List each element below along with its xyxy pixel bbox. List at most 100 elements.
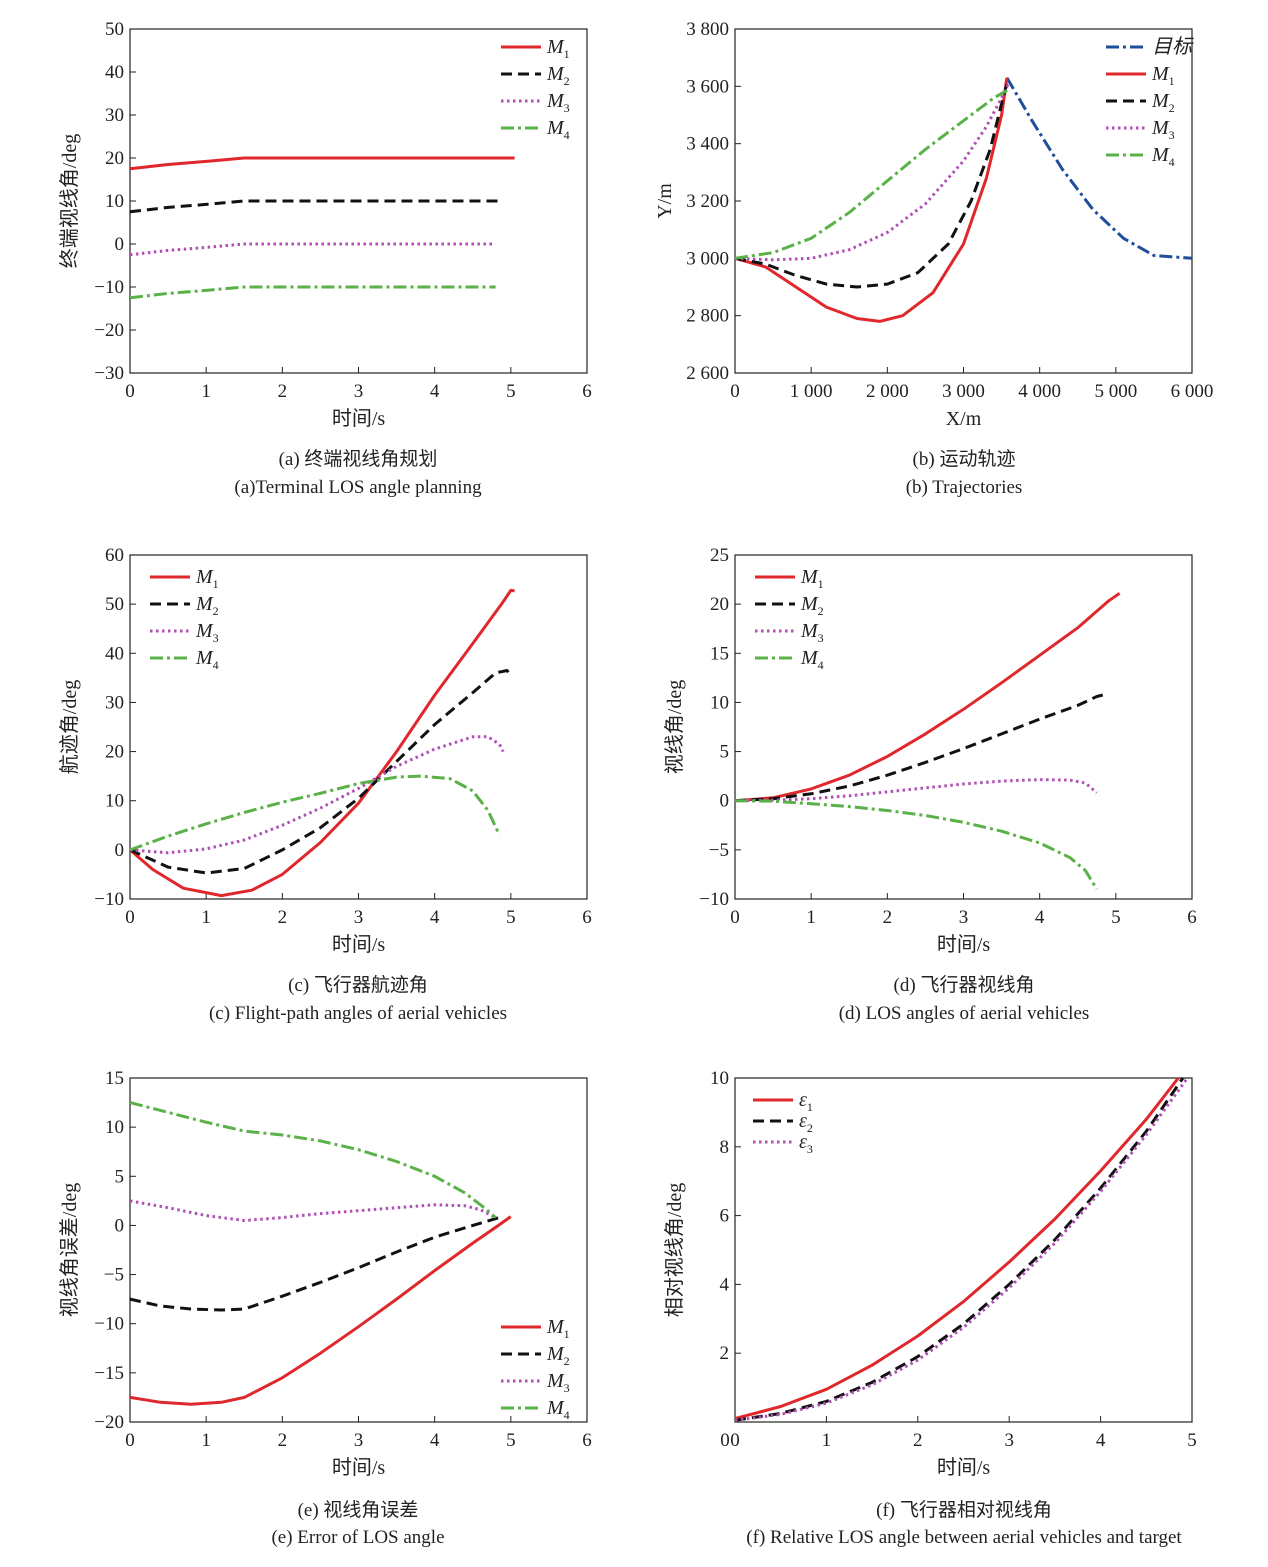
x-tick-label: 3 bbox=[354, 381, 364, 402]
x-tick-label: 3 bbox=[1004, 1430, 1014, 1451]
series-line-2 bbox=[129, 199, 504, 214]
y-tick-label: −15 bbox=[94, 1363, 124, 1384]
y-tick-label: 20 bbox=[105, 148, 124, 169]
legend-label-3: M3 bbox=[546, 1370, 570, 1395]
x-tick-label: 4 bbox=[430, 907, 440, 928]
legend-label-4: M4 bbox=[800, 647, 824, 672]
legend-label-3: M2 bbox=[1151, 90, 1175, 115]
y-axis-label: 视线角误差/deg bbox=[58, 1183, 81, 1317]
series-line-4 bbox=[129, 774, 501, 852]
legend-label-1: 目标 bbox=[1152, 36, 1194, 58]
y-tick-label: 8 bbox=[720, 1137, 730, 1158]
y-tick-label: 2 bbox=[720, 1343, 730, 1364]
x-tick-label: 3 bbox=[354, 907, 364, 928]
legend-label-3: M3 bbox=[195, 620, 219, 645]
x-tick-label: 0 bbox=[125, 1430, 135, 1451]
x-tick-label: 4 bbox=[1035, 907, 1045, 928]
caption-f-en: (f) Relative LOS angle between aerial ve… bbox=[746, 1527, 1182, 1548]
legend-label-2: M1 bbox=[1151, 63, 1175, 88]
x-tick-label: 2 000 bbox=[866, 381, 909, 402]
x-tick-label: 4 bbox=[1096, 1430, 1106, 1451]
legend-label-1: M1 bbox=[546, 36, 570, 61]
x-axis-label: 时间/s bbox=[332, 933, 386, 956]
x-tick-label: 3 bbox=[959, 907, 969, 928]
y-tick-label: 15 bbox=[105, 1068, 124, 1089]
legend-label-2: ε2 bbox=[799, 1110, 813, 1135]
x-axis-label: 时间/s bbox=[937, 933, 991, 956]
y-tick-label: 40 bbox=[105, 643, 124, 664]
legend-label-1: M1 bbox=[800, 566, 824, 591]
x-tick-label: 1 bbox=[822, 1430, 832, 1451]
y-tick-label: 3 400 bbox=[686, 134, 729, 155]
caption-f-cn: (f) 飞行器相对视线角 bbox=[876, 1500, 1052, 1521]
y-tick-label: 20 bbox=[105, 742, 124, 763]
y-tick-label: 10 bbox=[710, 692, 729, 713]
series-line-3 bbox=[129, 1199, 497, 1222]
y-tick-label: −5 bbox=[709, 840, 729, 861]
x-tick-label: 2 bbox=[278, 381, 288, 402]
y-tick-label: 60 bbox=[105, 545, 124, 566]
y-tick-label: −10 bbox=[94, 889, 124, 910]
y-tick-label: 5 bbox=[115, 1166, 125, 1187]
series-line-2 bbox=[129, 1216, 500, 1312]
series-line-3 bbox=[129, 735, 505, 855]
chart-panel-e: 0 1 2 3 4 5 6−20−15−10−5051015时间/s视线角误差/degM1M… bbox=[58, 1068, 592, 1479]
x-tick-label: 0 bbox=[730, 1430, 740, 1451]
series-line-2 bbox=[734, 693, 1105, 803]
y-tick-label: −20 bbox=[94, 1412, 124, 1433]
x-tick-label: 5 bbox=[1111, 907, 1121, 928]
legend-label-3: M3 bbox=[546, 90, 570, 115]
legend-label-1: M1 bbox=[195, 566, 219, 591]
legend-label-4: M3 bbox=[1151, 117, 1175, 142]
plot-frame bbox=[734, 1077, 1193, 1423]
legend-label-4: M4 bbox=[195, 647, 219, 672]
series-line-2 bbox=[734, 1077, 1185, 1422]
x-tick-label: 1 bbox=[201, 381, 211, 402]
x-tick-label: 5 000 bbox=[1094, 381, 1137, 402]
x-tick-label: 2 bbox=[913, 1430, 923, 1451]
x-tick-label: 1 bbox=[806, 907, 816, 928]
x-tick-label: 4 bbox=[430, 1430, 440, 1451]
series-line-5 bbox=[734, 87, 1010, 260]
caption-b-cn: (b) 运动轨迹 bbox=[912, 449, 1016, 470]
chart-panel-d: 0 1 2 3 4 5 6 −10 −5 0 5 10 15 20 25 时间/s 视线角/deg M1M2M3M… bbox=[663, 545, 1197, 956]
y-axis-label: 视线角/deg bbox=[663, 680, 686, 774]
y-axis-label: Y/m bbox=[654, 183, 676, 219]
x-tick-label: 0 bbox=[125, 907, 135, 928]
x-axis-label: 时间/s bbox=[937, 1456, 991, 1479]
series-line-1 bbox=[129, 588, 515, 898]
y-tick-label: 50 bbox=[105, 594, 124, 615]
caption-c-en: (c) Flight-path angles of aerial vehicle… bbox=[208, 1003, 508, 1024]
caption-e-en: (e) Error of LOS angle bbox=[271, 1527, 445, 1548]
x-tick-label: 0 bbox=[125, 381, 135, 402]
x-tick-label: 0 bbox=[730, 381, 740, 402]
x-axis-label: X/m bbox=[946, 408, 982, 430]
legend-label-1: M1 bbox=[546, 1316, 570, 1341]
y-tick-label: 3 000 bbox=[686, 248, 729, 269]
x-origin-label: 0 bbox=[720, 1430, 730, 1451]
series-line-3 bbox=[734, 80, 1010, 289]
y-tick-label: 2 800 bbox=[686, 306, 729, 327]
x-tick-label: 5 bbox=[506, 381, 516, 402]
y-tick-label: 30 bbox=[105, 692, 124, 713]
y-axis-label: 相对视线角/deg bbox=[663, 1183, 686, 1317]
y-tick-label: 10 bbox=[105, 191, 124, 212]
y-tick-label: 3 800 bbox=[686, 19, 729, 40]
caption-a-cn: (a) 终端视线角规划 bbox=[278, 449, 438, 470]
y-tick-label: −10 bbox=[94, 277, 124, 298]
x-tick-label: 5 bbox=[506, 907, 516, 928]
legend-label-4: M4 bbox=[546, 1397, 570, 1422]
plot-frame bbox=[734, 28, 1193, 374]
x-axis-label: 时间/s bbox=[332, 1456, 386, 1479]
plot-frame bbox=[129, 1077, 588, 1423]
legend-label-2: M2 bbox=[546, 1343, 570, 1368]
x-tick-label: 6 000 bbox=[1171, 381, 1214, 402]
y-axis-label: 航迹角/deg bbox=[58, 680, 81, 774]
caption-e-cn: (e) 视线角误差 bbox=[297, 1500, 419, 1521]
legend-label-3: ε3 bbox=[799, 1131, 813, 1156]
caption-d-en: (d) LOS angles of aerial vehicles bbox=[838, 1003, 1090, 1024]
x-tick-label: 6 bbox=[1187, 907, 1197, 928]
y-tick-label: 0 bbox=[115, 234, 125, 255]
